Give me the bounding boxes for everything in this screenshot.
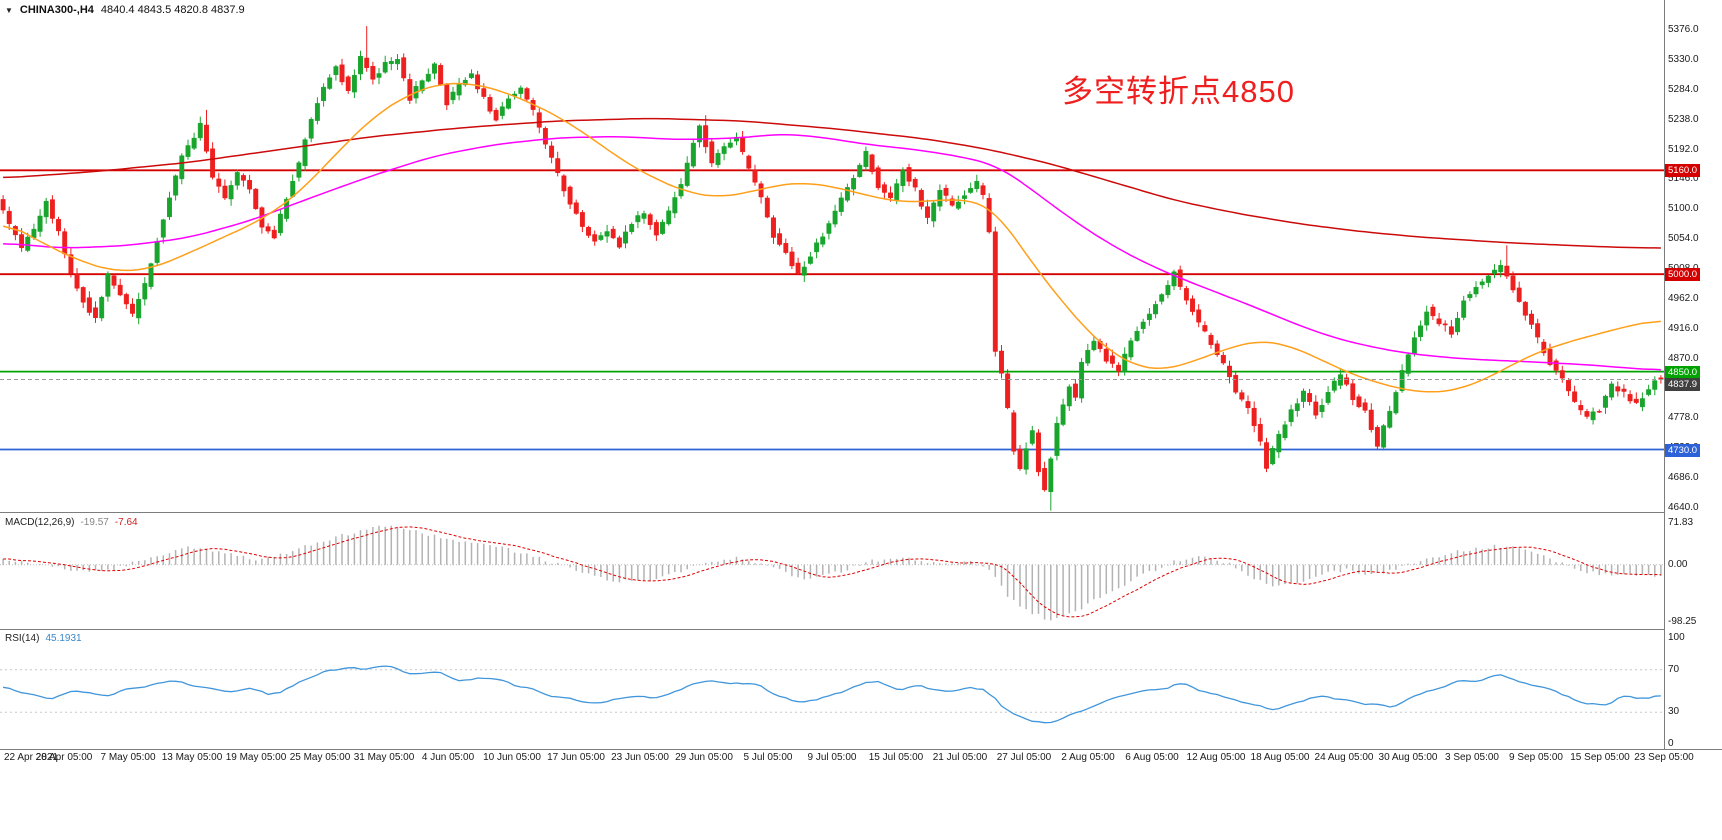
price-axis-tick: 4778.0	[1668, 412, 1699, 424]
rsi-title: RSI(14)	[5, 633, 40, 644]
time-axis-label: 19 May 05:00	[225, 752, 287, 763]
price-axis[interactable]: 5376.0 5330.0 5284.0 5238.0 5192.0 5146.0 5100…	[1665, 0, 1722, 749]
price-line-tag-4730.0: 4730.0	[1665, 443, 1701, 457]
time-axis-label: 17 Jun 05:00	[547, 752, 605, 763]
macd-histogram	[2, 525, 1662, 621]
price-line-tag-4850.0: 4850.0	[1665, 365, 1701, 379]
price-line-tag-5000.0: 5000.0	[1665, 268, 1701, 282]
candles	[0, 26, 1664, 511]
time-axis-label: 29 Jun 05:00	[675, 752, 733, 763]
rsi-line	[2, 665, 1661, 724]
time-axis-label: 12 Aug 05:00	[1186, 752, 1246, 763]
price-axis-tick: 5100.0	[1668, 203, 1699, 215]
time-axis-label: 28 Apr 05:00	[35, 752, 93, 763]
rsi-value: 45.1931	[45, 633, 82, 644]
price-axis-tick: 4870.0	[1668, 352, 1699, 364]
time-axis-label: 15 Sep 05:00	[1570, 752, 1630, 763]
rsi-axis-tick: 100	[1668, 632, 1685, 643]
macd-label: MACD(12,26,9) -19.57 -7.64	[5, 517, 138, 528]
time-axis-label: 5 Jul 05:00	[743, 752, 793, 763]
price-axis-tick: 4962.0	[1668, 292, 1699, 304]
time-axis-label: 31 May 05:00	[353, 752, 415, 763]
price-axis-tick: 5330.0	[1668, 53, 1699, 65]
ohlc-values: 4840.4 4843.5 4820.8 4837.9	[100, 4, 245, 16]
time-axis-label: 21 Jul 05:00	[932, 752, 988, 763]
ma-medium-line	[3, 134, 1661, 371]
time-axis-label: 3 Sep 05:00	[1445, 752, 1499, 763]
time-axis-label: 9 Sep 05:00	[1509, 752, 1563, 763]
time-axis-label: 4 Jun 05:00	[421, 752, 475, 763]
current-price-tag: 4837.9	[1665, 378, 1701, 392]
price-axis-tick: 4686.0	[1668, 472, 1699, 484]
time-axis-label: 13 May 05:00	[161, 752, 223, 763]
rsi-label: RSI(14) 45.1931	[5, 633, 82, 644]
price-axis-tick: 5284.0	[1668, 83, 1699, 95]
ma-fast-line	[2, 82, 1661, 393]
macd-main-value: -19.57	[80, 517, 109, 528]
macd-signal-line	[3, 526, 1661, 618]
time-axis-label: 15 Jul 05:00	[868, 752, 924, 763]
price-axis-tick: 5146.0	[1668, 173, 1699, 185]
price-line-tag-5160.0: 5160.0	[1665, 164, 1701, 178]
time-axis-label: 23 Jun 05:00	[611, 752, 669, 763]
time-axis-label: 25 May 05:00	[289, 752, 351, 763]
price-axis-tick: 5238.0	[1668, 113, 1699, 125]
down-candle-bodies	[0, 57, 1664, 491]
price-axis-tick: 5192.0	[1668, 143, 1699, 155]
symbol-dropdown-icon[interactable]: ▼	[5, 5, 13, 15]
price-axis-tick: 4916.0	[1668, 322, 1699, 334]
price-axis-tick: 4640.0	[1668, 502, 1699, 513]
time-axis-label: 2 Aug 05:00	[1061, 752, 1115, 763]
up-candle-wicks	[27, 50, 1656, 511]
time-axis-label: 23 Sep 05:00	[1634, 752, 1694, 763]
horizontal-lines	[0, 169, 1664, 451]
macd-axis-tick: -98.25	[1668, 616, 1697, 627]
time-axis-label: 22 Apr 2021	[4, 752, 58, 763]
price-axis-tick: 5376.0	[1668, 24, 1699, 35]
macd-title: MACD(12,26,9)	[5, 517, 75, 528]
time-axis-label: 7 May 05:00	[100, 752, 156, 763]
time-axis-label: 27 Jul 05:00	[996, 752, 1052, 763]
time-axis-label: 6 Aug 05:00	[1125, 752, 1179, 763]
macd-axis-tick: 0.00	[1668, 558, 1688, 570]
time-axis-label: 24 Aug 05:00	[1314, 752, 1374, 763]
time-axis-label: 30 Aug 05:00	[1378, 752, 1438, 763]
time-axis-label: 10 Jun 05:00	[483, 752, 541, 763]
chart-annotation: 多空转折点4850	[1062, 74, 1295, 109]
symbol-info: ▼ CHINA300-,H4 4840.4 4843.5 4820.8 4837…	[5, 4, 245, 16]
time-axis-label: 9 Jul 05:00	[807, 752, 857, 763]
rsi-axis-tick: 0	[1668, 738, 1674, 749]
time-axis[interactable]: 22 Apr 2021 28 Apr 05:00 7 May 05:00 13 May…	[0, 750, 1722, 768]
symbol-title: CHINA300-,H4	[19, 4, 94, 16]
macd-axis-tick: 71.83	[1668, 517, 1694, 528]
macd-signal-value: -7.64	[114, 517, 138, 528]
down-candle-wicks	[2, 26, 1662, 492]
price-axis-tick: 5054.0	[1668, 233, 1699, 245]
time-axis-label: 18 Aug 05:00	[1250, 752, 1310, 763]
rsi-axis-tick: 30	[1668, 706, 1680, 718]
ma-slow-line	[3, 117, 1661, 249]
up-candle-bodies	[25, 56, 1658, 493]
rsi-axis-tick: 70	[1668, 663, 1680, 675]
